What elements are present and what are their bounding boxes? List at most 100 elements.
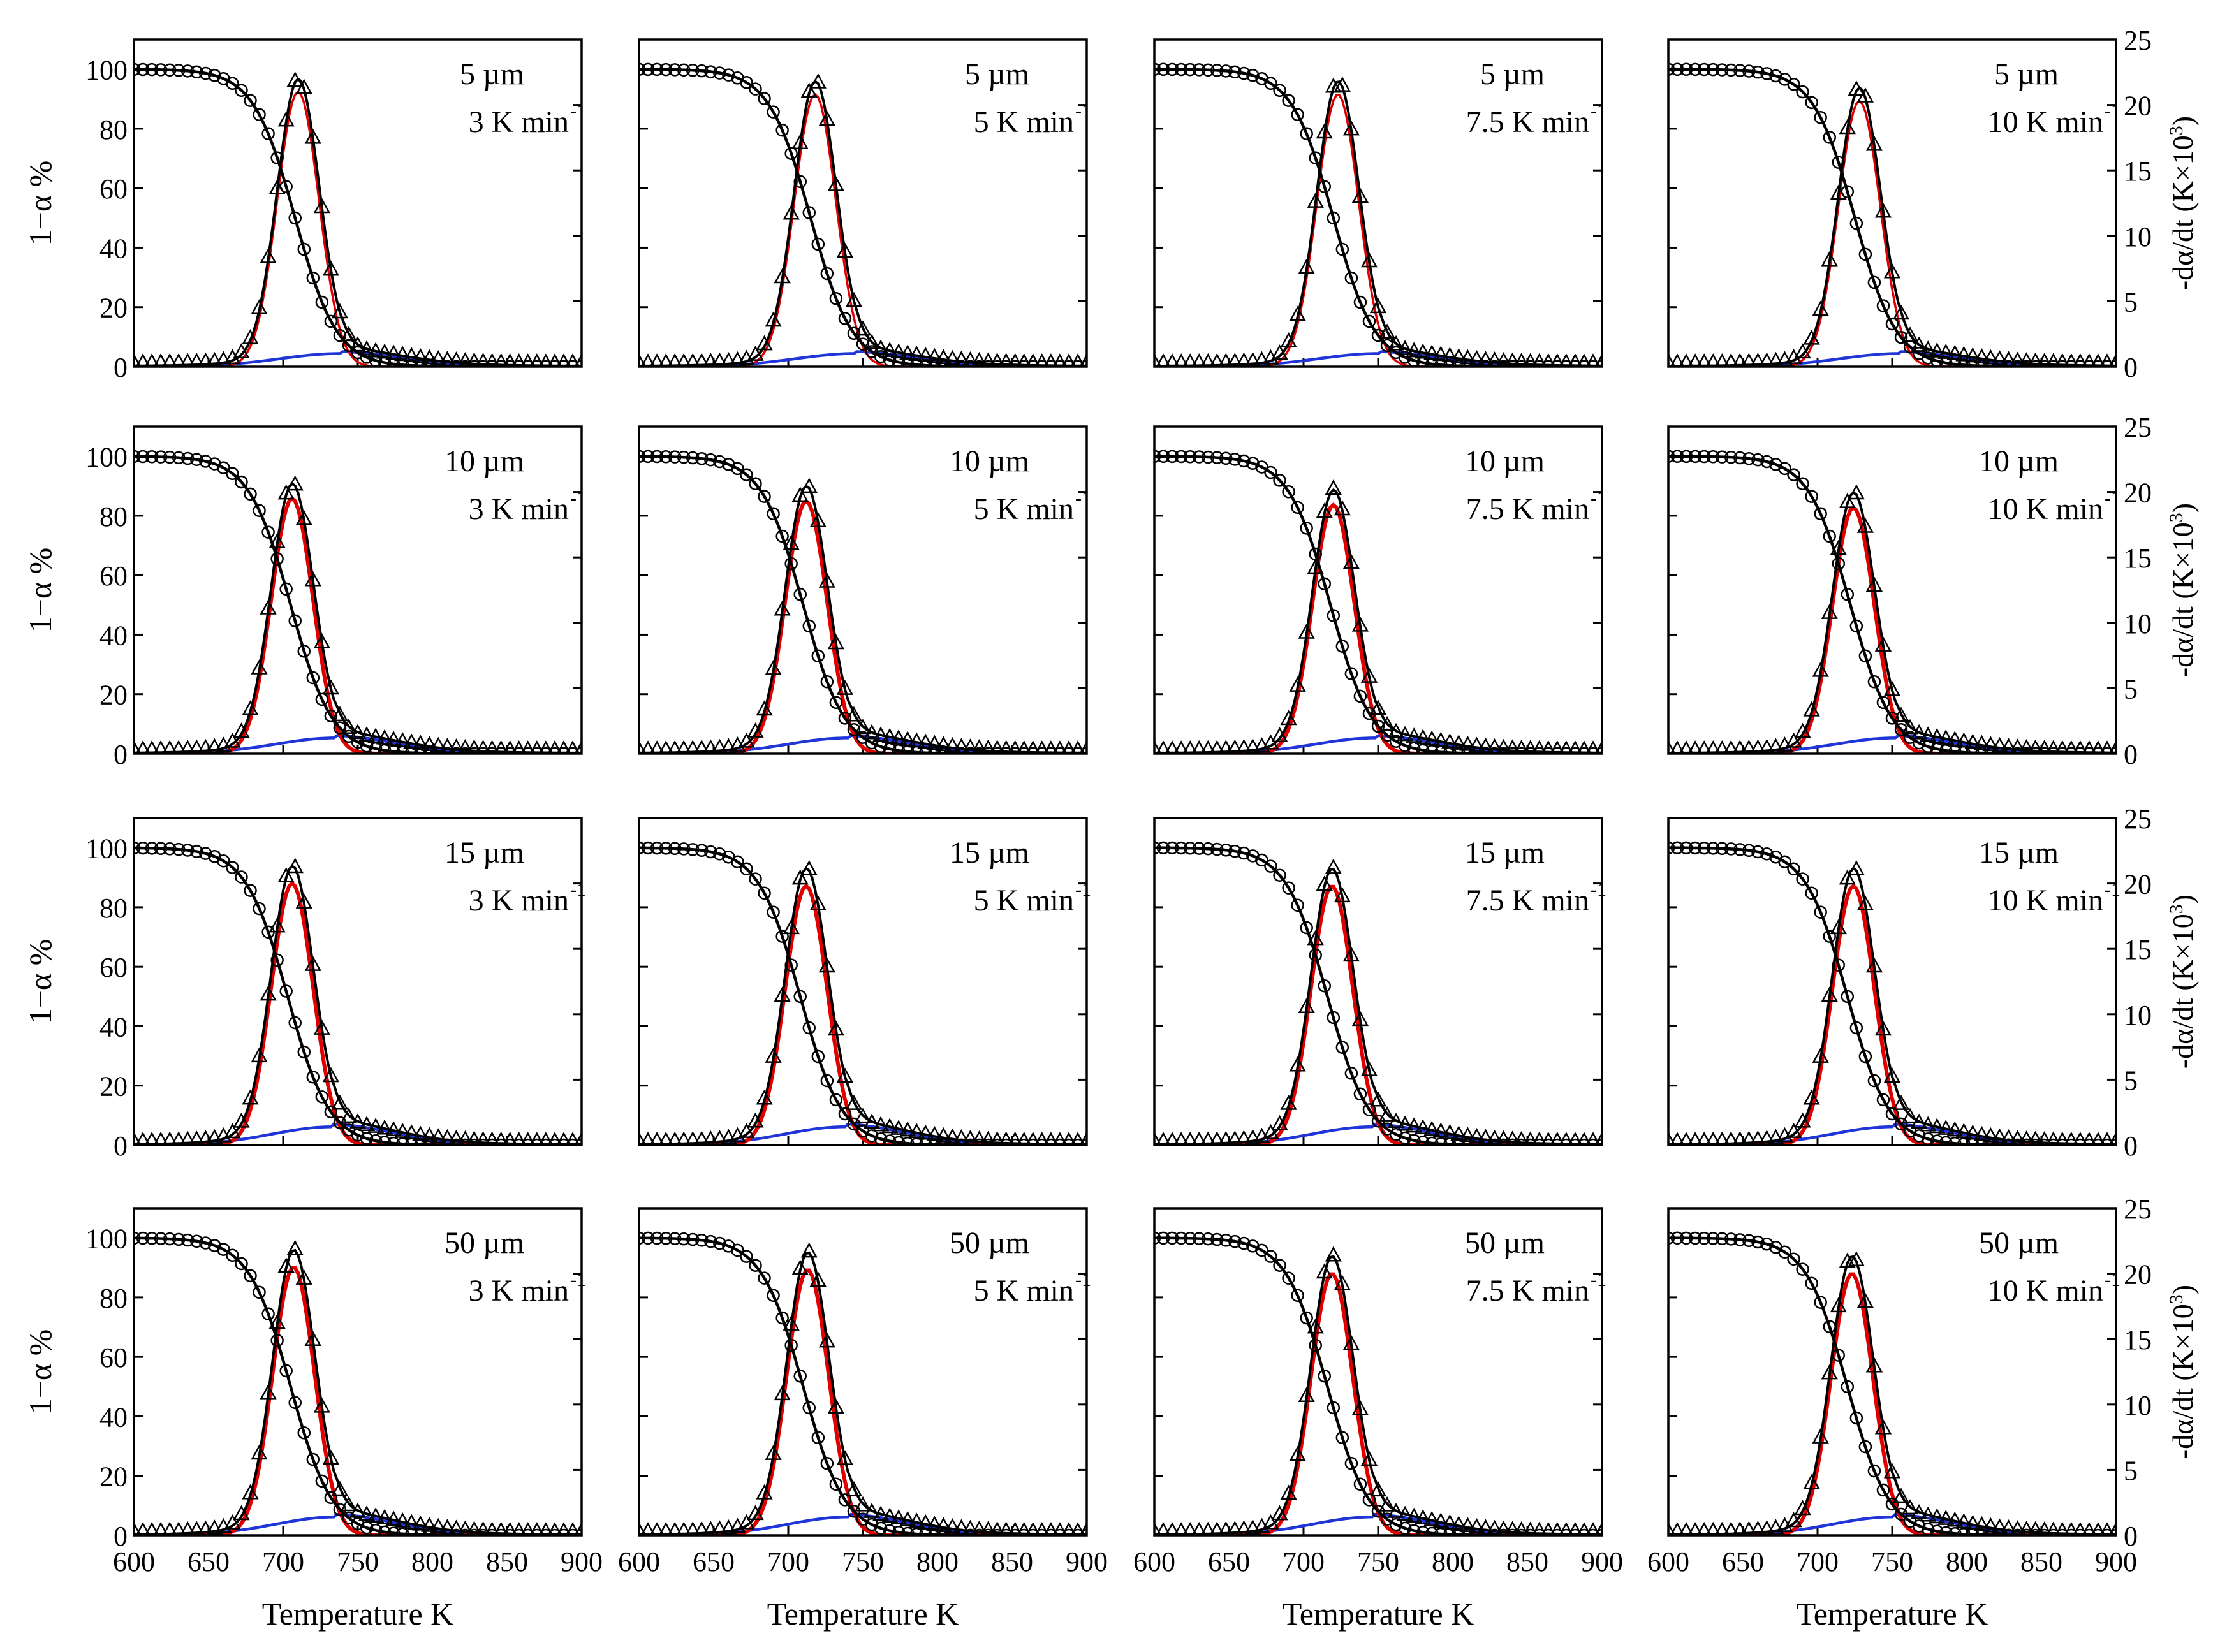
rate-point xyxy=(1848,1251,1865,1267)
rate-point xyxy=(233,343,250,359)
rate-point xyxy=(1929,727,1946,743)
rate-point xyxy=(358,1505,376,1521)
rate-point xyxy=(1794,343,1811,359)
rate-point xyxy=(1200,353,1216,367)
rate-point xyxy=(1901,326,1919,342)
y-right-tick-label: 0 xyxy=(2124,352,2138,383)
rate-point xyxy=(1165,1522,1180,1535)
rate-point xyxy=(135,1522,151,1535)
panel-rate-sup: -1 xyxy=(2105,879,2120,900)
conversion-point xyxy=(1805,96,1818,110)
conversion-point xyxy=(1282,1271,1295,1285)
conversion-point xyxy=(1715,1232,1729,1246)
conversion-point xyxy=(1885,317,1899,331)
x-tick-label: 600 xyxy=(1133,1546,1175,1577)
rate-point xyxy=(1973,1125,1990,1141)
conversion-point xyxy=(1425,1526,1439,1535)
rate-point xyxy=(556,740,571,754)
conversion-point xyxy=(1787,468,1800,481)
rate-point xyxy=(1732,1521,1748,1535)
conversion-point xyxy=(1814,507,1827,521)
conversion-point xyxy=(1434,1527,1448,1535)
rate-point xyxy=(493,1131,509,1145)
conversion-point xyxy=(874,1521,888,1535)
rate-point xyxy=(1812,1428,1829,1444)
rate-point xyxy=(1679,1522,1694,1535)
conversion-point xyxy=(1174,450,1188,464)
rate-point xyxy=(493,353,509,367)
rate-point xyxy=(251,1444,268,1460)
rate-point xyxy=(1839,1252,1856,1268)
rate-point xyxy=(1668,353,1676,367)
y-right-tick-label: 0 xyxy=(2124,1521,2138,1552)
rate-point xyxy=(980,352,996,367)
rate-point xyxy=(251,299,268,315)
panel-size-label: 5 µm xyxy=(1994,57,2059,91)
conversion-point xyxy=(1291,898,1304,912)
rate-point xyxy=(385,344,402,360)
rate-point xyxy=(1794,1500,1811,1516)
x-tick-label: 900 xyxy=(561,1546,603,1577)
rate-point xyxy=(520,353,536,367)
panel-rate-sup: -1 xyxy=(1591,101,1606,122)
rate-point xyxy=(908,1123,925,1139)
rate-point xyxy=(1008,740,1023,754)
rate-point xyxy=(1334,1275,1351,1290)
plot-area xyxy=(1668,1231,2116,1535)
panel-frame xyxy=(638,425,1088,755)
rate-point xyxy=(1982,1127,1999,1143)
conversion-point xyxy=(324,1491,338,1505)
conversion-point xyxy=(1219,1233,1233,1247)
rate-point xyxy=(694,1521,710,1535)
rate-point xyxy=(1594,353,1602,367)
rate-point xyxy=(899,344,916,360)
rate-point xyxy=(2045,1131,2061,1145)
rate-point xyxy=(171,740,187,754)
y-right-tick-label: 0 xyxy=(2124,739,2138,770)
conversion-point xyxy=(1434,1137,1448,1145)
rate-point xyxy=(1883,1067,1901,1083)
rate-point xyxy=(639,740,647,754)
rate-point xyxy=(421,1516,438,1532)
conversion-point xyxy=(1796,477,1809,490)
rate-point xyxy=(1369,298,1387,314)
conversion-point xyxy=(1858,247,1872,261)
rate-point xyxy=(134,1132,142,1145)
y-right-tick-label: 10 xyxy=(2124,1000,2152,1031)
rate-point xyxy=(1043,1132,1059,1145)
rate-point xyxy=(412,348,429,363)
rate-point xyxy=(1477,351,1494,367)
rate-point xyxy=(313,198,330,214)
rate-point xyxy=(277,866,295,882)
conversion-point xyxy=(1885,1107,1899,1121)
rate-point xyxy=(1741,740,1757,754)
conversion-point xyxy=(909,1527,923,1535)
rate-point xyxy=(538,1132,554,1145)
rate-point xyxy=(1007,353,1023,367)
rate-point xyxy=(1397,726,1414,742)
conversion-point xyxy=(378,1525,392,1535)
rate-point xyxy=(171,1131,187,1145)
y-left-tick-label: 20 xyxy=(99,293,128,324)
rate-point xyxy=(1568,353,1583,367)
conversion-point xyxy=(1841,990,1855,1004)
rate-point xyxy=(1034,1522,1050,1535)
conversion-point xyxy=(1300,522,1313,535)
conversion-point xyxy=(749,477,762,490)
rate-point xyxy=(694,353,710,367)
rate-point xyxy=(1585,740,1601,754)
rate-point xyxy=(1577,740,1592,754)
rate-point xyxy=(1741,353,1757,367)
rate-point xyxy=(783,204,800,220)
rate-point xyxy=(1025,1132,1041,1145)
rate-point xyxy=(511,1132,527,1145)
conversion-point xyxy=(235,870,248,884)
y-right-label: -dα/dt (K×103) xyxy=(2166,895,2199,1069)
conversion-point xyxy=(722,68,735,82)
rate-point xyxy=(791,134,809,150)
rate-point xyxy=(649,1132,665,1145)
x-tick-label: 850 xyxy=(486,1546,528,1577)
conversion-point xyxy=(1425,357,1439,367)
conversion-point xyxy=(1425,1136,1439,1145)
rate-point xyxy=(899,731,916,747)
